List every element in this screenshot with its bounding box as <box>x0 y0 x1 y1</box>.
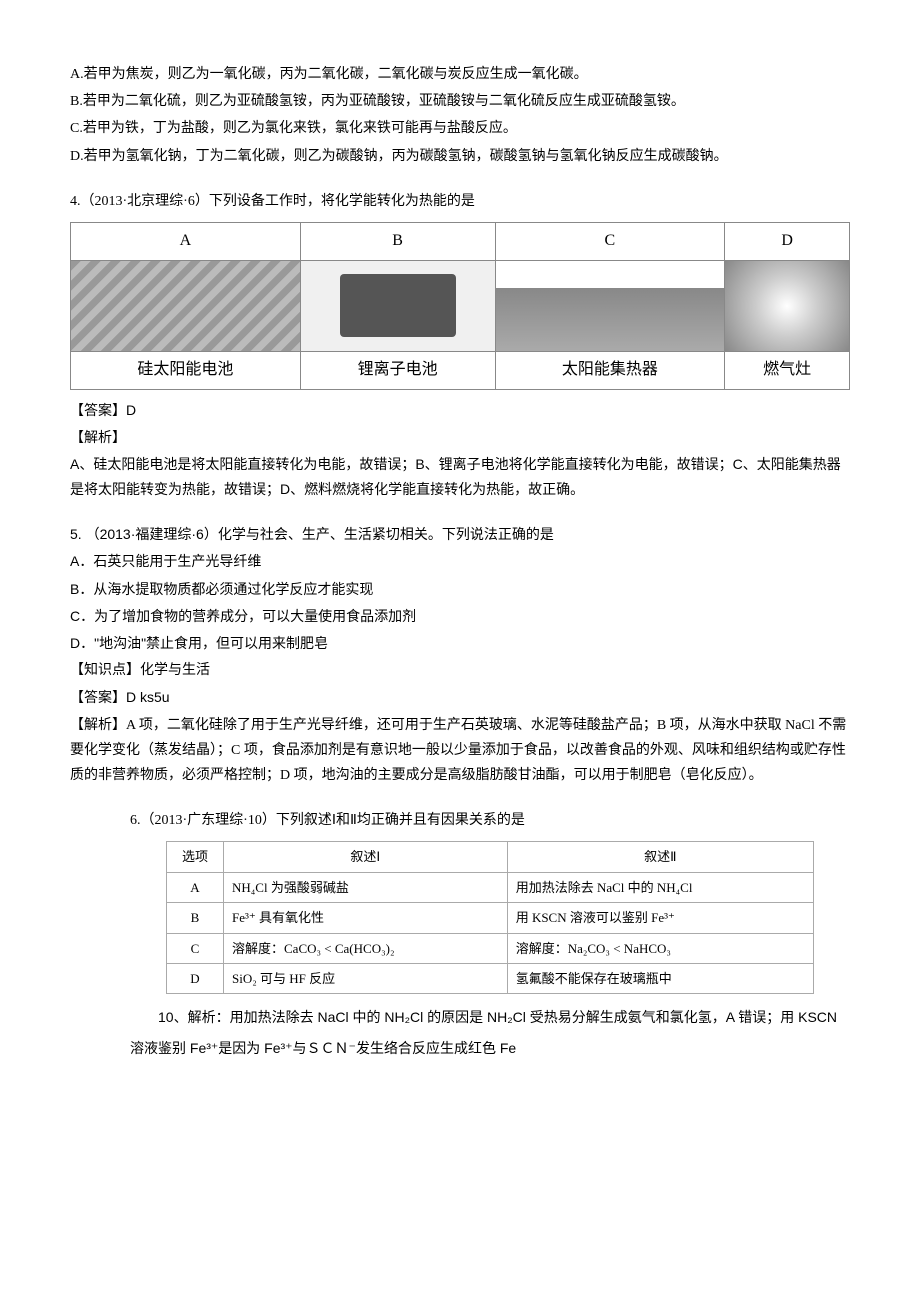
q4-header-b: B <box>300 222 495 260</box>
q4-image-solar-collector <box>495 260 725 351</box>
q6-analysis-line1: 10、解析：用加热法除去 NaCl 中的 NH₂Cl 的原因是 NH₂Cl 受热… <box>130 1002 850 1064</box>
table-row: D SiO₂ 可与 HF 反应 氢氟酸不能保存在玻璃瓶中 <box>167 963 814 993</box>
question-6-analysis: 10、解析：用加热法除去 NaCl 中的 NH₂Cl 的原因是 NH₂Cl 受热… <box>70 1002 850 1064</box>
q6-row-a-opt: A <box>167 872 224 902</box>
q4-image-li-battery <box>300 260 495 351</box>
question-5: 5. （2013·福建理综·6）化学与社会、生产、生活紧切相关。下列说法正确的是… <box>70 522 850 788</box>
q3-option-d: D.若甲为氢氧化钠，丁为二氧化碳，则乙为碳酸钠，丙为碳酸氢钠，碳酸氢钠与氢氧化钠… <box>70 144 850 169</box>
q6-row-a-s1: NH₄Cl 为强酸弱碱盐 <box>224 872 508 902</box>
q5-option-a: A．石英只能用于生产光导纤维 <box>70 549 850 574</box>
table-row: A NH₄Cl 为强酸弱碱盐 用加热法除去 NaCl 中的 NH₄Cl <box>167 872 814 902</box>
q4-header-d: D <box>725 222 850 260</box>
q6-header-statement1: 叙述Ⅰ <box>224 842 508 872</box>
q4-label-c: 太阳能集热器 <box>495 351 725 389</box>
q6-row-d-s2: 氢氟酸不能保存在玻璃瓶中 <box>507 963 813 993</box>
q4-device-table: A B C D 硅太阳能电池 锂离子电池 太阳能集热器 燃气灶 <box>70 222 850 390</box>
q4-stem: 4.（2013·北京理综·6）下列设备工作时，将化学能转化为热能的是 <box>70 189 850 214</box>
question-4: 4.（2013·北京理综·6）下列设备工作时，将化学能转化为热能的是 A B C… <box>70 189 850 503</box>
q6-row-d-opt: D <box>167 963 224 993</box>
table-row <box>71 260 850 351</box>
q4-image-gas-stove <box>725 260 850 351</box>
q3-option-b: B.若甲为二氧化硫，则乙为亚硫酸氢铵，丙为亚硫酸铵，亚硫酸铵与二氧化硫反应生成亚… <box>70 89 850 114</box>
q3-option-a: A.若甲为焦炭，则乙为一氧化碳，丙为二氧化碳，二氧化碳与炭反应生成一氧化碳。 <box>70 62 850 87</box>
q4-label-d: 燃气灶 <box>725 351 850 389</box>
q5-option-b: B．从海水提取物质都必须通过化学反应才能实现 <box>70 577 850 602</box>
q4-label-b: 锂离子电池 <box>300 351 495 389</box>
table-row: 选项 叙述Ⅰ 叙述Ⅱ <box>167 842 814 872</box>
q6-row-c-opt: C <box>167 933 224 963</box>
q5-option-d: D．"地沟油"禁止食用，但可以用来制肥皂 <box>70 631 850 656</box>
q4-analysis-text: A、硅太阳能电池是将太阳能直接转化为电能，故错误；B、锂离子电池将化学能直接转化… <box>70 452 850 502</box>
q4-answer: 【答案】D <box>70 398 850 423</box>
table-row: A B C D <box>71 222 850 260</box>
question-3-options: A.若甲为焦炭，则乙为一氧化碳，丙为二氧化碳，二氧化碳与炭反应生成一氧化碳。 B… <box>70 62 850 169</box>
q5-analysis-label: 【解析】 <box>70 718 126 733</box>
q6-statements-table: 选项 叙述Ⅰ 叙述Ⅱ A NH₄Cl 为强酸弱碱盐 用加热法除去 NaCl 中的… <box>166 841 814 994</box>
q6-row-b-s2: 用 KSCN 溶液可以鉴别 Fe³⁺ <box>507 903 813 933</box>
battery-icon <box>301 261 495 351</box>
q5-answer: 【答案】D ks5u <box>70 685 850 710</box>
q6-row-b-opt: B <box>167 903 224 933</box>
q6-row-a-s2: 用加热法除去 NaCl 中的 NH₄Cl <box>507 872 813 902</box>
q5-stem: 5. （2013·福建理综·6）化学与社会、生产、生活紧切相关。下列说法正确的是 <box>70 522 850 547</box>
q6-row-c-s2: 溶解度：Na₂CO₃ < NaHCO₃ <box>507 933 813 963</box>
table-row: 硅太阳能电池 锂离子电池 太阳能集热器 燃气灶 <box>71 351 850 389</box>
gas-stove-icon <box>725 261 849 351</box>
solar-collector-icon <box>496 261 725 351</box>
q6-row-d-s1: SiO₂ 可与 HF 反应 <box>224 963 508 993</box>
q5-analysis: 【解析】A 项，二氧化硅除了用于生产光导纤维，还可用于生产石英玻璃、水泥等硅酸盐… <box>70 713 850 789</box>
q6-analysis-num: 10、 <box>158 1009 188 1025</box>
q4-header-a: A <box>71 222 301 260</box>
solar-panel-icon <box>71 261 300 351</box>
q3-option-c: C.若甲为铁，丁为盐酸，则乙为氯化来铁，氯化来铁可能再与盐酸反应。 <box>70 116 850 141</box>
q5-knowledge-point: 【知识点】化学与生活 <box>70 658 850 683</box>
q4-label-a: 硅太阳能电池 <box>71 351 301 389</box>
q6-row-c-s1: 溶解度：CaCO₃ < Ca(HCO₃)₂ <box>224 933 508 963</box>
q5-analysis-text: A 项，二氧化硅除了用于生产光导纤维，还可用于生产石英玻璃、水泥等硅酸盐产品；B… <box>70 718 846 783</box>
q6-header-statement2: 叙述Ⅱ <box>507 842 813 872</box>
table-row: C 溶解度：CaCO₃ < Ca(HCO₃)₂ 溶解度：Na₂CO₃ < NaH… <box>167 933 814 963</box>
q6-header-option: 选项 <box>167 842 224 872</box>
q5-option-c: C．为了增加食物的营养成分，可以大量使用食品添加剂 <box>70 604 850 629</box>
q4-analysis-label: 【解析】 <box>70 425 850 450</box>
question-6: 6.（2013·广东理综·10）下列叙述Ⅰ和Ⅱ均正确并且有因果关系的是 选项 叙… <box>70 808 850 994</box>
q6-analysis-text: 解析：用加热法除去 NaCl 中的 NH₂Cl 的原因是 NH₂Cl 受热易分解… <box>130 1009 837 1056</box>
q4-header-c: C <box>495 222 725 260</box>
q6-row-b-s1: Fe³⁺ 具有氧化性 <box>224 903 508 933</box>
table-row: B Fe³⁺ 具有氧化性 用 KSCN 溶液可以鉴别 Fe³⁺ <box>167 903 814 933</box>
q6-stem: 6.（2013·广东理综·10）下列叙述Ⅰ和Ⅱ均正确并且有因果关系的是 <box>130 808 850 833</box>
q4-image-solar-cell <box>71 260 301 351</box>
